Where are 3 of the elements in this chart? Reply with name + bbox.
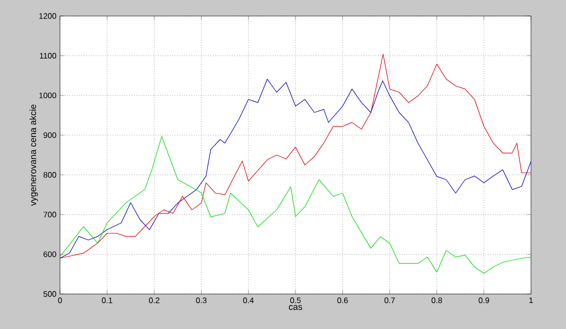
x-axis-title: cas: [288, 305, 302, 310]
line-series: [60, 136, 532, 274]
y-axis-title: vygenerovana cena akcie: [30, 104, 38, 206]
